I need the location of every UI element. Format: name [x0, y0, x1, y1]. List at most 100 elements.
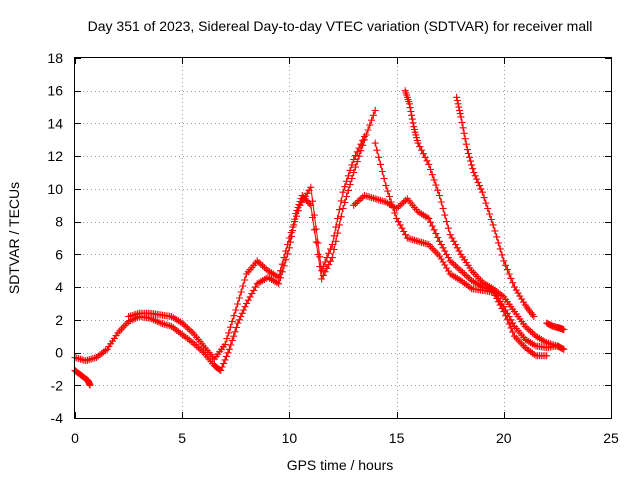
data-point — [234, 319, 242, 327]
series-group — [71, 87, 568, 389]
data-point — [371, 139, 379, 147]
data-point — [235, 316, 243, 324]
data-point — [339, 205, 347, 212]
data-point — [328, 241, 336, 248]
data-point — [337, 197, 345, 205]
data-point — [419, 150, 427, 158]
y-tick-label: 18 — [47, 50, 63, 66]
data-point — [364, 126, 372, 134]
data-point — [473, 175, 481, 183]
data-point — [350, 156, 358, 163]
data-point — [458, 118, 466, 126]
data-point — [509, 279, 517, 287]
data-point — [346, 166, 354, 174]
data-point — [223, 335, 231, 343]
data-point — [507, 274, 515, 282]
data-point — [252, 283, 259, 291]
data-point — [406, 100, 413, 108]
data-point — [421, 153, 429, 161]
data-point — [332, 223, 340, 231]
data-point — [476, 182, 483, 190]
data-point — [487, 216, 495, 223]
data-point — [305, 186, 313, 194]
data-point — [371, 195, 379, 203]
data-point — [452, 241, 460, 248]
data-point — [352, 163, 359, 171]
data-point — [453, 97, 461, 104]
data-point — [466, 153, 473, 161]
data-point — [437, 241, 445, 248]
data-point — [291, 218, 299, 226]
data-point — [241, 303, 249, 311]
data-point — [448, 234, 456, 242]
data-point — [239, 282, 247, 290]
chart-title: Day 351 of 2023, Sidereal Day-to-day VTE… — [88, 18, 593, 34]
data-point — [287, 229, 295, 236]
data-point — [359, 136, 367, 144]
data-point — [459, 124, 467, 132]
data-point — [393, 214, 401, 222]
data-point — [387, 198, 395, 206]
data-point — [478, 188, 486, 196]
data-point — [439, 244, 447, 252]
data-point — [325, 249, 333, 257]
data-point — [398, 200, 406, 208]
data-point — [402, 231, 409, 239]
data-point — [228, 337, 236, 344]
y-tick-label: 14 — [47, 115, 63, 131]
data-point — [455, 247, 463, 255]
data-point — [425, 214, 433, 222]
data-point — [437, 198, 445, 206]
data-point — [330, 232, 338, 240]
data-point — [350, 169, 358, 176]
series-track-main — [71, 106, 379, 374]
y-tick-label: 12 — [47, 148, 63, 164]
data-point — [377, 160, 384, 168]
data-point — [430, 176, 438, 184]
data-point — [398, 224, 406, 232]
data-point — [462, 140, 470, 148]
data-point — [225, 345, 233, 353]
axis-ticks — [75, 58, 612, 419]
data-point — [373, 146, 381, 154]
data-point — [493, 233, 501, 241]
data-point — [520, 298, 527, 306]
data-point — [559, 345, 567, 353]
data-point — [335, 206, 343, 214]
data-point — [457, 113, 465, 121]
data-point — [391, 209, 399, 217]
data-point — [318, 267, 326, 275]
data-point — [339, 188, 347, 196]
data-point — [467, 157, 475, 165]
data-point — [352, 152, 359, 160]
data-point — [453, 93, 461, 101]
data-point — [369, 111, 377, 119]
data-point — [418, 146, 426, 154]
data-point — [425, 160, 433, 168]
data-point — [353, 158, 361, 166]
series-track-drop-18 — [453, 93, 538, 320]
data-point — [455, 103, 463, 111]
x-axis-title: GPS time / hours — [287, 457, 394, 473]
data-point — [231, 328, 239, 336]
data-point — [364, 193, 372, 200]
data-point — [432, 230, 440, 238]
data-point — [453, 244, 461, 252]
data-point — [436, 192, 443, 199]
data-point — [530, 313, 538, 320]
data-point — [244, 296, 252, 304]
data-point — [493, 295, 501, 302]
data-point — [238, 309, 246, 317]
y-tick-label: 10 — [47, 181, 63, 197]
y-tick-label: 0 — [55, 345, 63, 361]
data-point — [319, 262, 327, 270]
data-point — [408, 111, 416, 119]
data-point — [416, 143, 424, 151]
data-point — [463, 146, 471, 154]
data-point — [223, 352, 230, 360]
data-point — [389, 204, 397, 211]
y-tick-label: -2 — [51, 377, 64, 393]
data-point — [427, 166, 434, 173]
data-point — [419, 239, 427, 247]
series-track-upper-band — [125, 133, 368, 363]
